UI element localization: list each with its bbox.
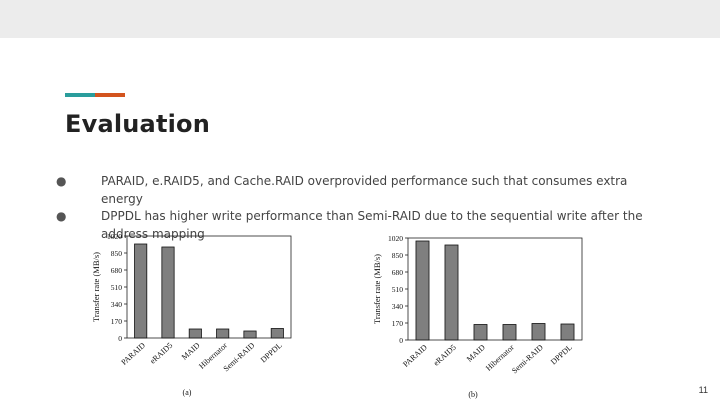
bar: [415, 240, 430, 341]
y-tick-label: 1020: [388, 234, 403, 243]
y-tick-label: 170: [111, 317, 123, 326]
x-tick-label: MAID: [180, 341, 202, 362]
y-tick-label: 170: [392, 319, 404, 328]
bar: [188, 328, 202, 339]
title-accent-teal: [65, 93, 95, 97]
y-tick-label: 510: [392, 285, 404, 294]
bar: [134, 243, 148, 339]
bullet-dot-icon: ●: [56, 209, 67, 223]
bar: [444, 244, 459, 341]
y-tick-label: 0: [118, 334, 122, 343]
y-tick-label: 0: [399, 336, 403, 345]
bar: [502, 324, 517, 341]
title-accent-orange: [95, 93, 125, 97]
y-tick-label: 510: [111, 283, 123, 292]
bullet-text: PARAID, e.RAID5, and Cache.RAID overprov…: [101, 174, 628, 206]
top-bar: [0, 0, 720, 38]
x-tick-label: Semi-RAID: [510, 343, 545, 376]
bar: [243, 330, 257, 339]
x-tick-label: PARAID: [119, 341, 147, 367]
y-tick-label: 340: [111, 300, 123, 309]
slide-title: Evaluation: [65, 110, 211, 138]
plot-frame: [126, 235, 292, 339]
bar: [473, 324, 488, 341]
bar: [531, 323, 546, 341]
x-tick-label: DPPDL: [549, 343, 574, 367]
bar: [216, 328, 230, 339]
y-tick-label: 680: [111, 266, 123, 275]
y-tick-label: 340: [392, 302, 404, 311]
x-tick-label: eRAID5: [148, 341, 174, 366]
bar: [560, 323, 575, 341]
y-axis-label: Transfer rate (MB/s): [372, 254, 382, 324]
y-tick-label: 850: [111, 249, 123, 258]
bullet-dot-icon: ●: [56, 174, 67, 188]
y-tick-label: 850: [392, 251, 404, 260]
x-tick-label: MAID: [465, 343, 487, 364]
chart-caption: (b): [468, 390, 478, 399]
x-tick-label: eRAID5: [432, 343, 458, 368]
bullet-list: ● PARAID, e.RAID5, and Cache.RAID overpr…: [56, 173, 656, 243]
y-tick-label: 1020: [107, 232, 122, 241]
chart-caption: (a): [183, 388, 192, 397]
x-tick-label: PARAID: [401, 343, 429, 369]
y-tick-label: 680: [392, 268, 404, 277]
page-number: 11: [698, 385, 708, 395]
bar-chart-b: 0 170 340 510 680 850 1020 Transfer rate (MB/s)…: [372, 234, 583, 399]
bar-chart-a: 0 170 340 510 680 850 1020 Transfer rate (MB/s)…: [91, 232, 292, 397]
bar: [270, 328, 284, 339]
y-axis-label: Transfer rate (MB/s): [91, 252, 101, 322]
x-tick-label: DPPDL: [259, 341, 284, 365]
bullet-item: ● PARAID, e.RAID5, and Cache.RAID overpr…: [56, 173, 656, 208]
bar: [161, 246, 175, 339]
plot-frame: [407, 237, 583, 341]
